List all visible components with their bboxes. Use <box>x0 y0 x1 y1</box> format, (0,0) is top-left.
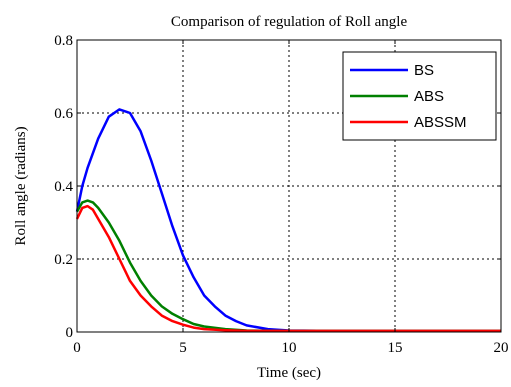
x-tick-label: 10 <box>282 340 297 356</box>
y-tick-label: 0.8 <box>54 33 73 49</box>
y-axis-label: Roll angle (radians) <box>13 126 29 245</box>
tick-layer: 0 5 10 15 20 0 0.2 0.4 0.6 0.8 <box>54 33 508 356</box>
y-tick-label: 0 <box>66 325 74 341</box>
legend-label-abssm: ABSSM <box>414 114 467 131</box>
legend-label-abs: ABS <box>414 88 444 105</box>
series-layer <box>75 108 501 333</box>
grid-layer <box>77 40 501 332</box>
x-axis-label: Time (sec) <box>257 365 321 381</box>
x-tick-label: 15 <box>388 340 403 356</box>
y-tick-label: 0.4 <box>54 179 73 195</box>
legend: BS ABS ABSSM <box>342 51 497 141</box>
x-tick-label: 0 <box>73 340 81 356</box>
chart-title: Comparison of regulation of Roll angle <box>171 14 408 30</box>
x-tick-label: 5 <box>179 340 187 356</box>
y-tick-label: 0.6 <box>54 106 73 122</box>
series-line-abssm <box>75 204 501 333</box>
y-tick-label: 0.2 <box>54 252 73 268</box>
legend-label-bs: BS <box>414 62 434 79</box>
x-tick-label: 20 <box>494 340 509 356</box>
